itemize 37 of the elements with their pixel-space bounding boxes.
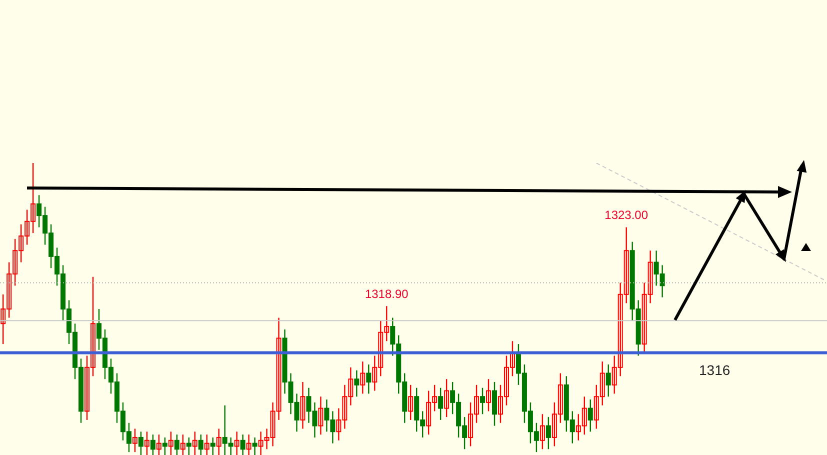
candlestick xyxy=(216,428,222,455)
candlestick xyxy=(234,431,240,455)
candlestick xyxy=(588,398,593,432)
candlestick xyxy=(246,434,252,455)
candlestick xyxy=(150,434,156,455)
candlestick xyxy=(162,436,168,455)
candlestick xyxy=(546,416,551,450)
candlestick xyxy=(174,434,180,455)
candlestick xyxy=(300,381,306,430)
candlestick xyxy=(360,360,366,394)
candlestick xyxy=(186,436,192,455)
candlestick xyxy=(210,436,216,455)
candlestick xyxy=(204,434,210,455)
candlestick xyxy=(180,434,186,455)
candlestick xyxy=(492,381,498,426)
candlestick xyxy=(138,431,144,455)
candlestick xyxy=(408,384,414,421)
candlestick xyxy=(354,370,360,398)
annotation: 1316 xyxy=(699,362,730,378)
candlestick xyxy=(168,431,174,455)
candlestick xyxy=(540,414,545,450)
annotation: 1318.90 xyxy=(364,287,409,302)
candlestick xyxy=(366,364,372,394)
candlestick xyxy=(132,428,138,453)
candlestick xyxy=(486,378,492,412)
candlestick xyxy=(318,396,324,436)
candlestick xyxy=(144,431,150,455)
candlestick xyxy=(156,434,162,455)
candlestick xyxy=(444,378,450,418)
candlestick xyxy=(198,434,204,455)
candlestick xyxy=(438,387,444,421)
candlestick xyxy=(240,434,246,455)
candlestick xyxy=(606,364,611,398)
candlestick xyxy=(480,387,486,415)
candlestick xyxy=(252,436,258,455)
candlestick xyxy=(192,431,198,455)
annotation: 1323.00 xyxy=(604,208,648,222)
